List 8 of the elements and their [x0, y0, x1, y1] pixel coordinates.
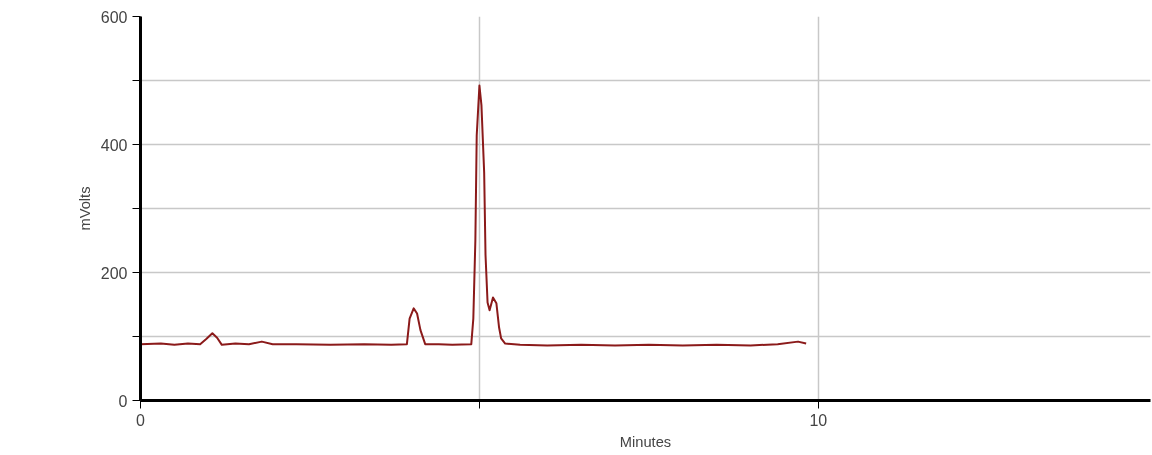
- y-tick-label: 600: [100, 8, 128, 26]
- y-tick-label: 400: [100, 136, 128, 154]
- y-tick-label: 0: [118, 392, 128, 410]
- line-series: [140, 84, 808, 347]
- y-axis-title: mVolts: [76, 186, 93, 231]
- y-tick-label: 200: [100, 264, 128, 282]
- x-axis-title: Minutes: [619, 433, 672, 450]
- x-tick-label: 10: [809, 411, 828, 429]
